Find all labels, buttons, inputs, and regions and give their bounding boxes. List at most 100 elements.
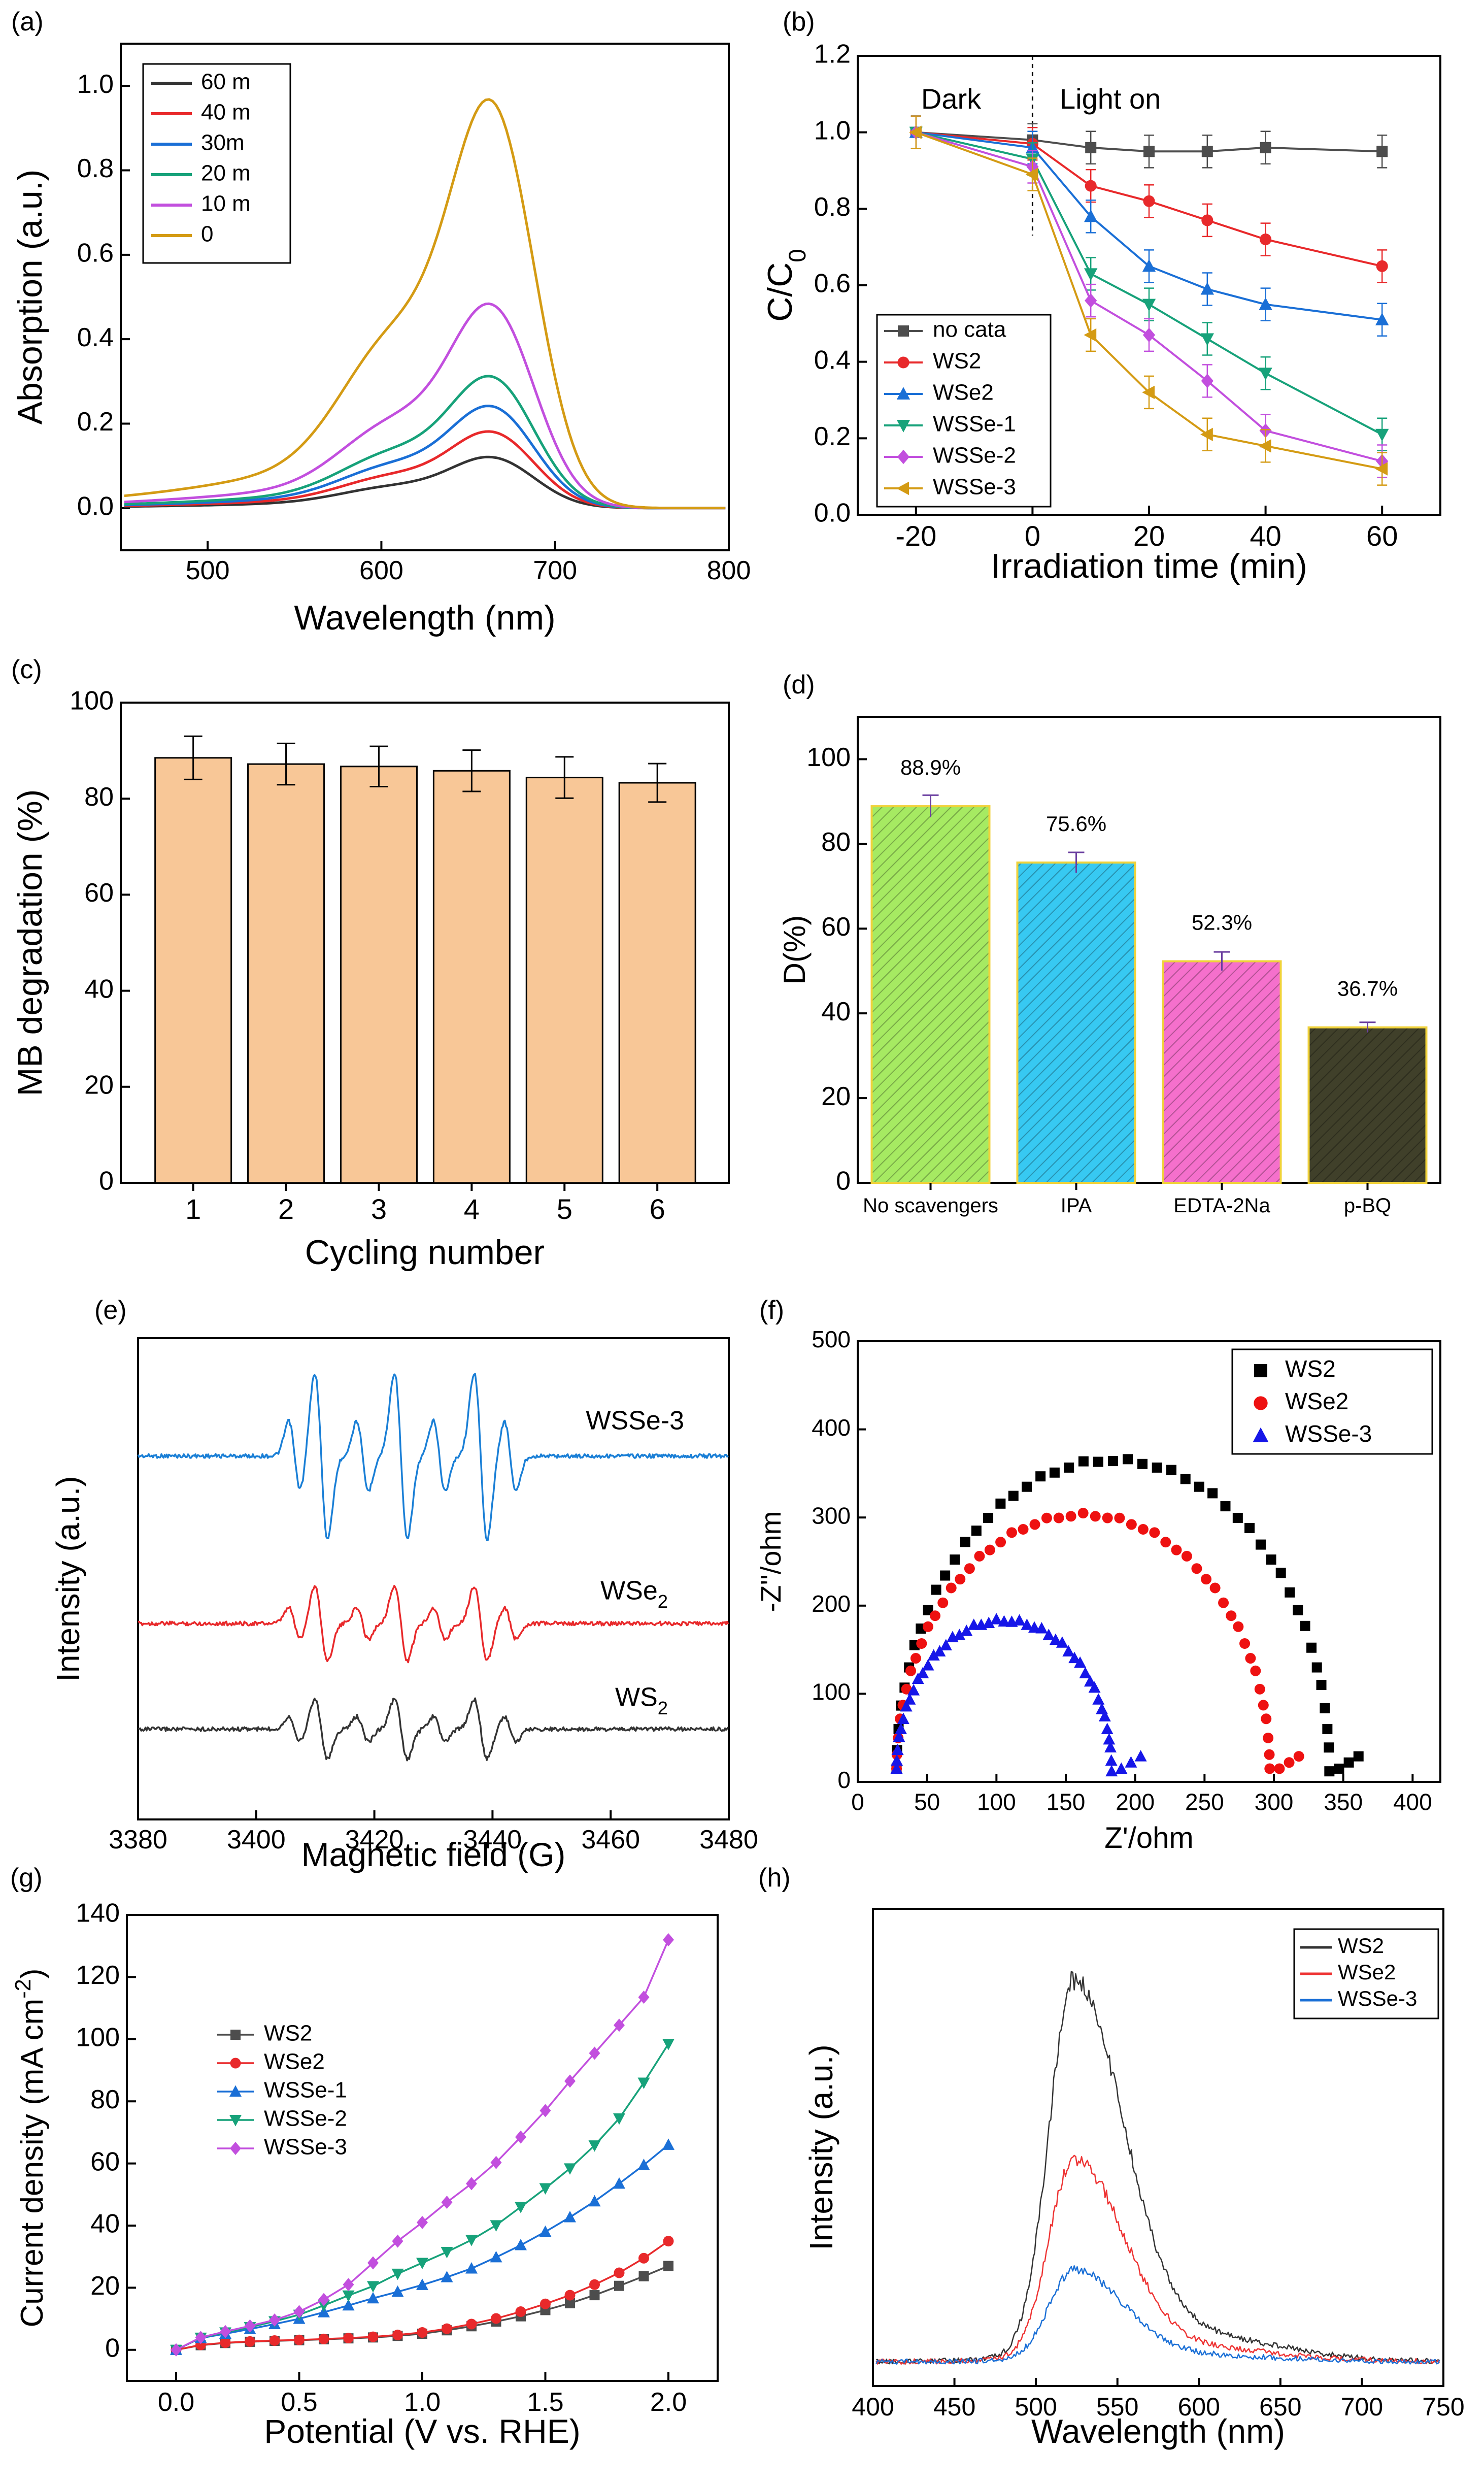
y-tick-label: 100 (76, 2023, 120, 2052)
nyquist-point-0-42 (1316, 1680, 1327, 1691)
lsv-point-4-14 (515, 2130, 526, 2144)
lsv-point-3-8 (367, 2281, 379, 2293)
bar-cycle-3 (340, 766, 418, 1184)
x-tick-label: 3400 (227, 1825, 286, 1854)
panel-label: (f) (759, 1296, 784, 1325)
nyquist-point-1-35 (1201, 1574, 1212, 1585)
nyquist-point-0-44 (1322, 1724, 1333, 1734)
nyquist-point-2-11 (922, 1659, 934, 1671)
legend-label: WSSe-3 (1338, 1986, 1417, 2010)
y-axis-label: D(%) (778, 915, 812, 985)
nyquist-point-2-44 (1105, 1765, 1118, 1777)
nyquist-point-0-38 (1293, 1605, 1303, 1615)
x-tick-label: 1.5 (527, 2388, 563, 2417)
bar-cycle-2 (247, 763, 325, 1184)
x-tick-label: 100 (977, 1789, 1016, 1815)
lsv-point-1-16 (564, 2290, 576, 2301)
x-tick-label: 600 (359, 556, 403, 585)
x-tick-label: 20 (1133, 520, 1165, 552)
lsv-point-4-5 (293, 2305, 305, 2318)
nyquist-point-0-8 (923, 1605, 933, 1615)
nyquist-point-1-21 (1041, 1512, 1052, 1523)
nyquist-point-0-11 (950, 1554, 960, 1565)
bar-cycle-1 (154, 757, 232, 1184)
nyquist-point-0-15 (995, 1498, 1006, 1509)
nyquist-point-2-24 (1013, 1614, 1026, 1626)
nyquist-point-0-23 (1107, 1456, 1118, 1467)
lsv-point-1-19 (638, 2252, 649, 2264)
lsv-point-2-19 (637, 2159, 650, 2170)
lsv-point-1-20 (663, 2236, 674, 2247)
lsv-point-2-16 (564, 2210, 576, 2223)
nyquist-point-0-32 (1232, 1512, 1243, 1523)
data-point-2-6 (1375, 313, 1389, 325)
y-tick-label: 1.0 (814, 116, 851, 145)
legend-label: 0 (201, 222, 213, 247)
data-point-1-5 (1260, 234, 1272, 246)
y-axis-label: Current density (mA cm-2) (11, 1969, 50, 2328)
data-point-2-2 (1084, 209, 1098, 222)
epr-line-0 (137, 1373, 729, 1541)
lsv-point-1-10 (417, 2327, 428, 2338)
x-tick-label: 300 (1255, 1789, 1294, 1815)
spectrum-line-4 (124, 302, 726, 510)
nyquist-point-1-12 (946, 1582, 957, 1594)
nyquist-point-1-38 (1226, 1610, 1237, 1621)
legend-marker (1253, 1427, 1269, 1442)
lsv-point-3-10 (416, 2258, 428, 2269)
legend-marker (896, 481, 909, 495)
y-axis-label: C/C0 (761, 249, 811, 322)
nyquist-point-1-24 (1077, 1508, 1089, 1519)
nyquist-tail-1-1 (1274, 1763, 1285, 1774)
y-axis-label: MB degradation (%) (11, 789, 49, 1097)
legend-marker (229, 2085, 242, 2097)
lsv-point-4-0 (171, 2343, 182, 2357)
nyquist-tail-0-1 (1334, 1763, 1344, 1774)
nyquist-point-2-32 (1068, 1651, 1081, 1664)
nyquist-point-2-36 (1088, 1681, 1101, 1693)
legend-marker (1254, 1364, 1267, 1377)
nyquist-point-2-3 (893, 1730, 905, 1742)
lsv-point-1-17 (589, 2279, 600, 2290)
data-point-0-6 (1376, 146, 1388, 157)
nyquist-point-2-34 (1079, 1667, 1092, 1678)
nyquist-point-1-32 (1171, 1544, 1182, 1555)
nyquist-point-2-16 (953, 1629, 966, 1640)
legend-label: WSSe-3 (264, 2135, 347, 2160)
x-tick-label: -20 (895, 520, 936, 552)
nyquist-point-1-37 (1218, 1597, 1229, 1608)
data-point-3-2 (1084, 268, 1098, 281)
y-tick-label: 0.8 (814, 192, 851, 222)
x-tick-label: 3480 (699, 1825, 758, 1854)
legend-label: 40 m (201, 100, 251, 125)
series-label: WS2 (615, 1683, 668, 1718)
lsv-point-3-17 (588, 2140, 601, 2152)
nyquist-point-1-40 (1239, 1638, 1251, 1649)
lsv-point-0-17 (589, 2290, 600, 2301)
nyquist-point-0-35 (1266, 1554, 1276, 1565)
x-tick-label: 400 (852, 2393, 894, 2421)
nyquist-point-2-0 (890, 1762, 903, 1774)
legend-label: WSSe-3 (1285, 1420, 1372, 1447)
lsv-point-3-12 (465, 2235, 478, 2246)
nyquist-point-0-19 (1049, 1467, 1060, 1478)
x-tick-label: 800 (707, 556, 751, 585)
nyquist-point-2-10 (917, 1667, 929, 1678)
bar-1 (1016, 862, 1136, 1184)
lsv-point-1-14 (515, 2306, 526, 2317)
nyquist-point-2-8 (907, 1684, 920, 1696)
lsv-point-1-11 (442, 2323, 452, 2334)
legend-label: 20 m (201, 161, 251, 186)
data-point-3-6 (1375, 428, 1389, 442)
bar-value-label: 52.3% (1192, 911, 1252, 935)
lsv-point-4-12 (466, 2177, 477, 2191)
x-tick-label: 700 (1341, 2393, 1383, 2421)
x-tick-label: p-BQ (1344, 1195, 1391, 1217)
y-tick-label: 120 (76, 1961, 120, 1990)
x-axis-label: Magnetic field (G) (301, 1836, 566, 1873)
legend-label: WS2 (1338, 1934, 1384, 1958)
nyquist-point-2-4 (895, 1722, 907, 1735)
bar-3 (1307, 1026, 1428, 1184)
nyquist-tail-0-3 (1353, 1751, 1364, 1762)
y-axis-label: Intensity (a.u.) (50, 1476, 86, 1682)
